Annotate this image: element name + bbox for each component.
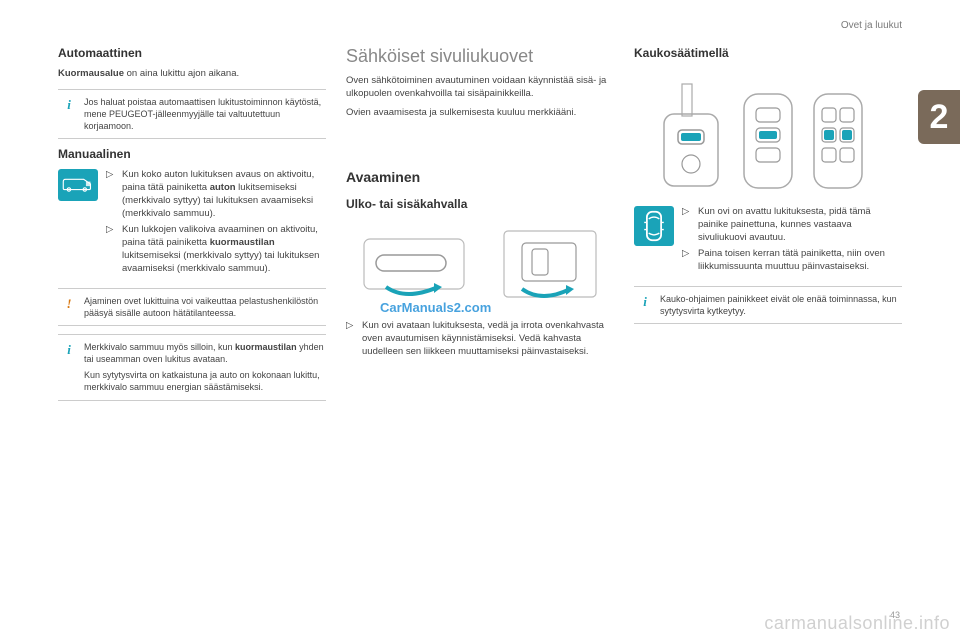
remote-illustration (634, 68, 902, 198)
info-note-2-text: Merkkivalo sammuu myös silloin, kun kuor… (84, 341, 324, 365)
remote-bullets: ▷ Kun ovi on avattu lukituksesta, pidä t… (682, 206, 902, 278)
info-note-remote: i Kauko-ohjaimen painikkeet eivät ole en… (634, 286, 902, 324)
heading-opening: Avaaminen (346, 169, 614, 185)
info-icon: i (60, 341, 78, 359)
mb2-bold: kuormaustilan (210, 237, 275, 248)
manual-bullet-2: ▷ Kun lukkojen valikoiva avaaminen on ak… (106, 224, 326, 275)
heading-handle: Ulko- tai sisäkahvalla (346, 197, 614, 211)
footer-url: carmanualsonline.info (764, 613, 950, 634)
heading-remote: Kaukosäätimellä (634, 46, 902, 60)
remote-bullet-2: ▷ Paina toisen kerran tätä painiketta, n… (682, 248, 902, 274)
info-note-2: i Merkkivalo sammuu myös silloin, kun ku… (58, 334, 326, 401)
manual-b2-text: Kun lukkojen valikoiva avaaminen on akti… (122, 224, 326, 275)
info-icon: i (636, 293, 654, 311)
remote-row: ▷ Kun ovi on avattu lukituksesta, pidä t… (634, 206, 902, 278)
chapter-tab: 2 (918, 90, 960, 144)
van-icon (58, 169, 98, 201)
mb2-post: lukitsemiseksi (merkkivalo syttyy) tai l… (122, 250, 319, 274)
manual-row: ▷ Kun koko auton lukituksen avaus on akt… (58, 169, 326, 280)
warn-note: ! Ajaminen ovet lukittuina voi vaikeutta… (58, 288, 326, 326)
bullet-mark: ▷ (346, 320, 356, 358)
remote-note-text: Kauko-ohjaimen painikkeet eivät ole enää… (660, 293, 900, 317)
heading-manual: Manuaalinen (58, 147, 326, 161)
spacer (346, 125, 614, 169)
c2-p2: Ovien avaamisesta ja sulkemisesta kuuluu… (346, 107, 614, 120)
bullet-mark: ▷ (682, 248, 692, 274)
heading-automatic: Automaattinen (58, 46, 326, 60)
manual-b1-text: Kun koko auton lukituksen avaus on aktiv… (122, 169, 326, 220)
car-top-icon (634, 206, 674, 246)
remote-b1-text: Kun ovi on avattu lukituksesta, pidä täm… (698, 206, 902, 244)
handle-b1-text: Kun ovi avataan lukituksesta, vedä ja ir… (362, 320, 614, 358)
heading-electric-doors: Sähköiset sivuliukuovet (346, 46, 614, 67)
auto-text-bold: Kuormausalue (58, 68, 124, 79)
content-columns: Automaattinen Kuormausalue on aina lukit… (58, 46, 902, 409)
n2-bold: kuormaustilan (235, 342, 297, 352)
bullet-mark: ▷ (682, 206, 692, 244)
handle-bullets: ▷ Kun ovi avataan lukituksesta, vedä ja … (346, 320, 614, 358)
c2-p1: Oven sähkötoiminen avautuminen voidaan k… (346, 75, 614, 101)
bullet-mark: ▷ (106, 169, 116, 220)
column-2: Sähköiset sivuliukuovet Oven sähkötoimin… (346, 46, 614, 409)
info-note-2-body: Merkkivalo sammuu myös silloin, kun kuor… (84, 341, 324, 394)
bullet-mark: ▷ (106, 224, 116, 275)
auto-text-rest: on aina lukittu ajon aikana. (124, 68, 239, 79)
column-3: Kaukosäätimellä (634, 46, 902, 409)
warn-icon: ! (60, 295, 78, 313)
info-note-1-text: Jos haluat poistaa automaattisen lukitus… (84, 96, 324, 132)
section-header: Ovet ja luukut (841, 20, 902, 31)
handle-illustration (346, 217, 614, 312)
manual-bullet-1: ▷ Kun koko auton lukituksen avaus on akt… (106, 169, 326, 220)
manual-page: Ovet ja luukut 2 Automaattinen Kuormausa… (0, 0, 960, 640)
remote-bullet-1: ▷ Kun ovi on avattu lukituksesta, pidä t… (682, 206, 902, 244)
mb1-bold: auton (210, 182, 236, 193)
info-note-2-text-2: Kun sytytysvirta on katkaistuna ja auto … (84, 369, 324, 393)
auto-text: Kuormausalue on aina lukittu ajon aikana… (58, 68, 326, 81)
info-icon: i (60, 96, 78, 114)
remote-b2-text: Paina toisen kerran tätä painiketta, nii… (698, 248, 902, 274)
handle-bullet-1: ▷ Kun ovi avataan lukituksesta, vedä ja … (346, 320, 614, 358)
n2-pre: Merkkivalo sammuu myös silloin, kun (84, 342, 235, 352)
warn-text: Ajaminen ovet lukittuina voi vaikeuttaa … (84, 295, 324, 319)
info-note-1: i Jos haluat poistaa automaattisen lukit… (58, 89, 326, 139)
manual-bullets: ▷ Kun koko auton lukituksen avaus on akt… (106, 169, 326, 280)
column-1: Automaattinen Kuormausalue on aina lukit… (58, 46, 326, 409)
